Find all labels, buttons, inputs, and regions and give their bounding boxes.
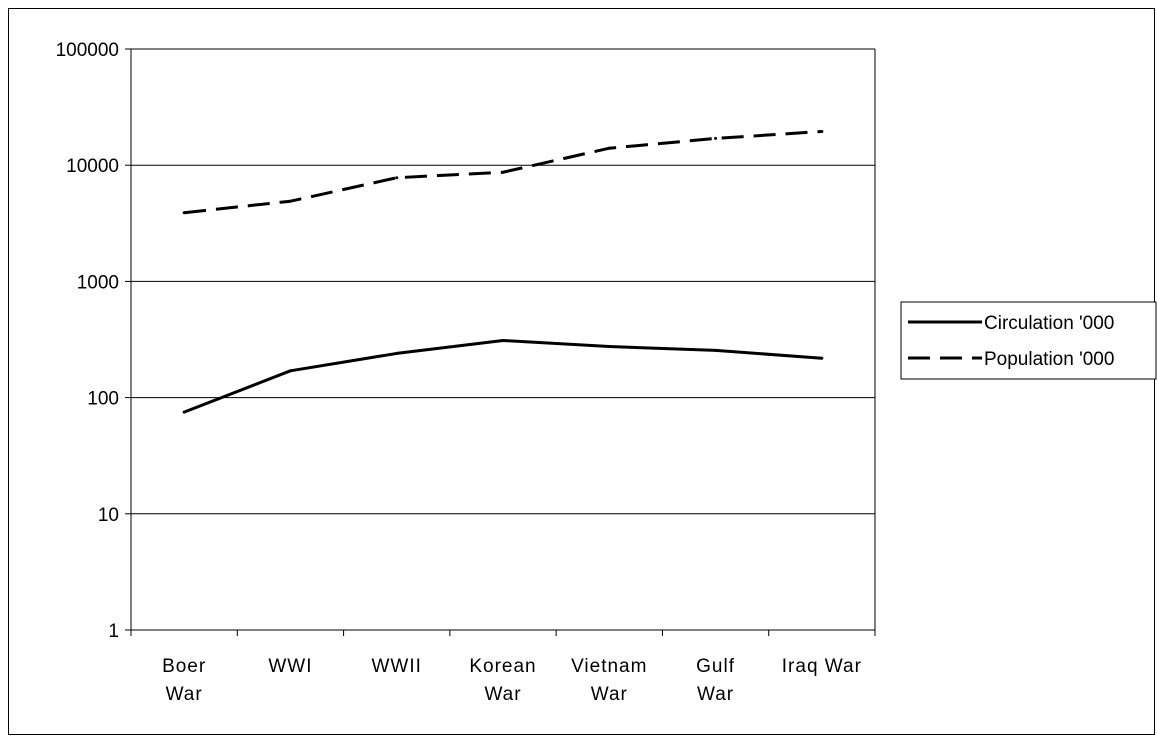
data-point [607,345,611,349]
y-tick-label: 100000 [56,40,119,61]
x-category-label: WWI [268,656,312,677]
legend-label: Circulation '000 [984,313,1114,334]
data-point [714,348,718,352]
data-point [820,129,824,133]
series-line-circulation [183,339,822,414]
x-category-label: Boer War [162,656,206,705]
series-lines [182,129,824,414]
x-category-label: WWII [371,656,421,677]
legend-label: Population '000 [984,349,1114,370]
data-point [501,170,505,174]
legend: Circulation '000 Population '000 [900,301,1157,380]
gridlines [131,48,875,515]
y-tick-label: 1 [108,621,119,642]
data-point [288,199,292,203]
legend-box [900,301,1157,380]
x-category-label: Gulf War [696,656,735,705]
x-category-label: Iraq War [782,656,862,677]
y-tick-label: 10 [98,505,119,526]
data-point [288,369,292,373]
data-point [714,136,718,140]
data-point [395,351,399,355]
data-point [182,211,186,215]
data-point [182,410,186,414]
x-category-label: Korean War [469,656,536,705]
axes: 1 10 100 1000 10000 100000 Boer War WWI WWII Korea… [56,40,876,705]
x-category-label: Vietnam War [571,656,647,705]
data-point [820,356,824,360]
y-tick-label: 100 [87,389,119,410]
y-tick-label: 10000 [66,156,119,177]
y-tick-label: 1000 [77,272,119,293]
data-point [607,146,611,150]
data-point [395,176,399,180]
data-point [501,339,505,343]
